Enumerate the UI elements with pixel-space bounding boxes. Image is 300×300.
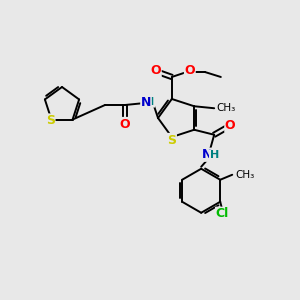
- Text: S: S: [167, 134, 176, 146]
- Text: H: H: [146, 97, 154, 107]
- Text: Cl: Cl: [216, 207, 229, 220]
- Text: H: H: [210, 150, 219, 160]
- Text: N: N: [141, 95, 151, 109]
- Text: O: O: [184, 64, 195, 77]
- Text: O: O: [120, 118, 130, 130]
- Text: O: O: [225, 119, 236, 132]
- Text: O: O: [151, 64, 161, 77]
- Text: N: N: [202, 148, 212, 161]
- Text: CH₃: CH₃: [235, 170, 254, 180]
- Text: S: S: [46, 114, 55, 127]
- Text: CH₃: CH₃: [216, 103, 236, 113]
